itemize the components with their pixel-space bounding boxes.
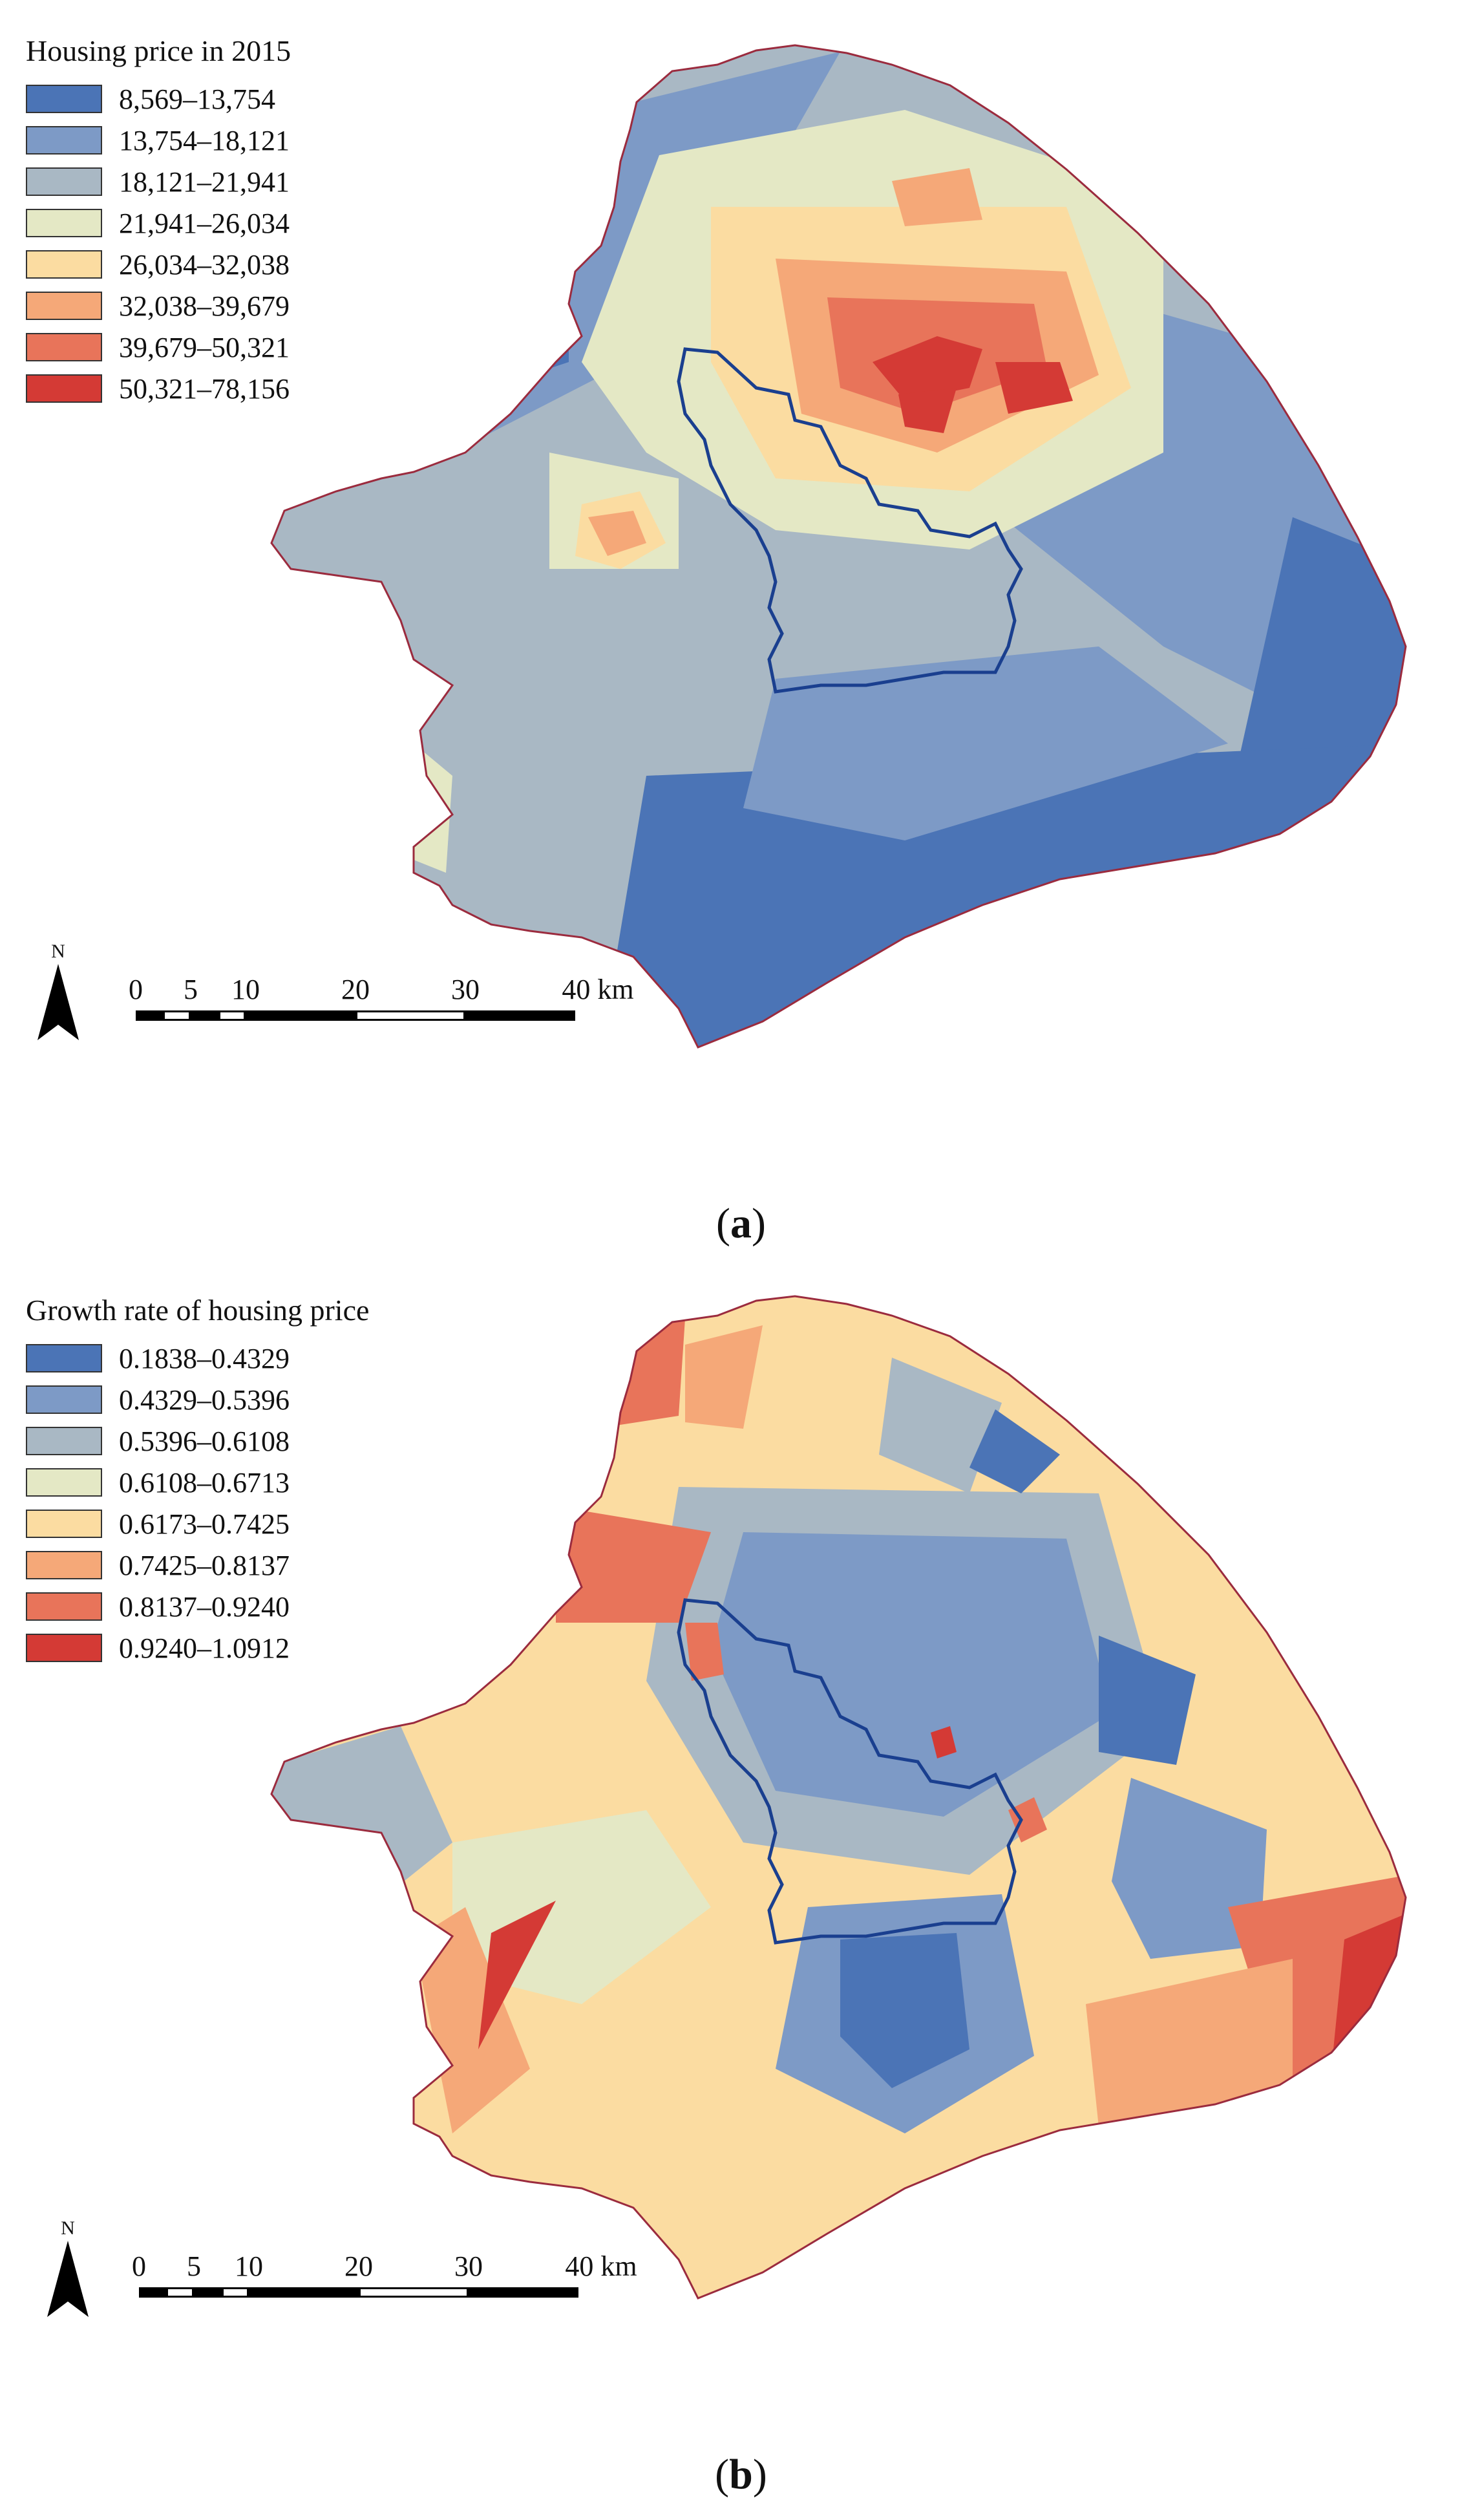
scale-tick-label: 20: [344, 2250, 373, 2282]
scale-segment: [359, 2287, 469, 2298]
scale-segment: [222, 2287, 249, 2298]
legend-swatch: [26, 1427, 102, 1455]
legend-item: 0.5396–0.6108: [26, 1420, 369, 1462]
legend-item: 0.9240–1.0912: [26, 1627, 369, 1669]
legend-item: 50,321–78,156: [26, 368, 291, 409]
legend-item: 0.7425–0.8137: [26, 1544, 369, 1586]
scale-tick-label: 30: [454, 2250, 483, 2282]
legend-swatch: [26, 250, 102, 279]
north-arrow-icon: [37, 964, 79, 1040]
legend-label: 13,754–18,121: [119, 124, 290, 156]
scale-segment: [469, 2287, 578, 2298]
map-panel-b: Growth rate of housing price 0.1838–0.43…: [0, 1261, 1482, 2520]
legend-label: 0.1838–0.4329: [119, 1342, 290, 1374]
scale-tick-label: 5: [187, 2250, 201, 2282]
caption-letter: a: [730, 1200, 752, 1247]
legend-swatch: [26, 1468, 102, 1497]
scale-segment: [139, 2287, 166, 2298]
legend-label: 0.4329–0.5396: [119, 1383, 290, 1416]
legend-item: 13,754–18,121: [26, 120, 291, 161]
scale-segment: [249, 2287, 359, 2298]
scale-tick-label: 20: [341, 974, 370, 1005]
scale-segment: [246, 1010, 355, 1021]
legend-item: 0.6108–0.6713: [26, 1462, 369, 1503]
north-arrow-b: N: [42, 2217, 94, 2321]
caption-letter: b: [729, 2451, 753, 2498]
housing-price-map: [270, 44, 1407, 1049]
legend-item: 0.8137–0.9240: [26, 1586, 369, 1627]
legend-swatch: [26, 1510, 102, 1538]
caption-b: (b): [715, 2451, 767, 2498]
city-boundary-b: [270, 1295, 1407, 2300]
north-label: N: [51, 941, 65, 962]
caption-a: (a): [716, 1200, 766, 1247]
scale-tick-label: 5: [184, 974, 198, 1005]
legend-label: 0.9240–1.0912: [119, 1632, 290, 1664]
north-arrow-a: N: [32, 941, 84, 1044]
legend-swatch: [26, 167, 102, 196]
legend-item: 8,569–13,754: [26, 78, 291, 120]
map-panel-a: Housing price in 2015 8,569–13,754 13,75…: [26, 34, 1407, 1247]
legend-swatch: [26, 374, 102, 403]
legend-label: 0.6108–0.6713: [119, 1466, 290, 1499]
scale-tick-label: 0: [129, 974, 143, 1005]
legend-swatch: [26, 1634, 102, 1662]
legend-b: Growth rate of housing price 0.1838–0.43…: [26, 1293, 369, 1669]
scale-segment: [218, 1010, 246, 1021]
legend-label: 0.7425–0.8137: [119, 1549, 290, 1581]
scale-tick-label: 0: [132, 2250, 146, 2282]
scale-tick-label: 10: [231, 974, 260, 1005]
legend-item: 0.4329–0.5396: [26, 1379, 369, 1420]
scale-bar-b: 0 5 10 20 30 40 km: [113, 2250, 637, 2321]
legend-swatch: [26, 85, 102, 113]
legend-item: 39,679–50,321: [26, 326, 291, 368]
city-boundary-a: [270, 44, 1407, 1049]
legend-title: Housing price in 2015: [26, 34, 291, 67]
legend-label: 8,569–13,754: [119, 83, 275, 115]
legend-swatch: [26, 1551, 102, 1579]
scale-segment: [191, 1010, 218, 1021]
scale-tick-label: 40 km: [562, 974, 634, 1005]
legend-item: 18,121–21,941: [26, 161, 291, 202]
legend-swatch: [26, 292, 102, 320]
legend-label: 26,034–32,038: [119, 248, 290, 281]
legend-swatch: [26, 1592, 102, 1621]
legend-title: Growth rate of housing price: [26, 1294, 370, 1327]
legend-swatch: [26, 126, 102, 155]
scale-segment: [136, 1010, 163, 1021]
legend-label: 21,941–26,034: [119, 207, 290, 239]
legend-swatch: [26, 1385, 102, 1414]
legend-label: 32,038–39,679: [119, 290, 290, 322]
legend-label: 0.8137–0.9240: [119, 1590, 290, 1623]
legend-item: 21,941–26,034: [26, 202, 291, 244]
legend-item: 0.6173–0.7425: [26, 1503, 369, 1544]
scale-tick-label: 10: [235, 2250, 263, 2282]
scale-segment: [163, 1010, 191, 1021]
legend-label: 0.6173–0.7425: [119, 1508, 290, 1540]
scale-tick-label: 40 km: [565, 2250, 637, 2282]
central-district-outline-a: [677, 347, 1023, 694]
scale-bar-a: 0 5 10 20 30 40 km: [110, 973, 634, 1044]
legend-item: 32,038–39,679: [26, 285, 291, 326]
scale-segment: [166, 2287, 194, 2298]
scale-segment: [355, 1010, 465, 1021]
legend-a: Housing price in 2015 8,569–13,754 13,75…: [26, 34, 291, 409]
north-arrow-icon: [47, 2241, 89, 2317]
north-label: N: [61, 2217, 75, 2239]
scale-segment: [465, 1010, 575, 1021]
legend-swatch: [26, 333, 102, 361]
legend-item: 0.1838–0.4329: [26, 1338, 369, 1379]
scale-segment: [194, 2287, 222, 2298]
legend-item: 26,034–32,038: [26, 244, 291, 285]
legend-label: 50,321–78,156: [119, 372, 290, 405]
scale-tick-label: 30: [451, 974, 480, 1005]
legend-label: 39,679–50,321: [119, 331, 290, 363]
legend-label: 18,121–21,941: [119, 166, 290, 198]
central-district-outline-b: [677, 1598, 1023, 1945]
legend-swatch: [26, 209, 102, 237]
legend-swatch: [26, 1344, 102, 1372]
legend-label: 0.5396–0.6108: [119, 1425, 290, 1457]
growth-rate-map: [270, 1295, 1407, 2300]
